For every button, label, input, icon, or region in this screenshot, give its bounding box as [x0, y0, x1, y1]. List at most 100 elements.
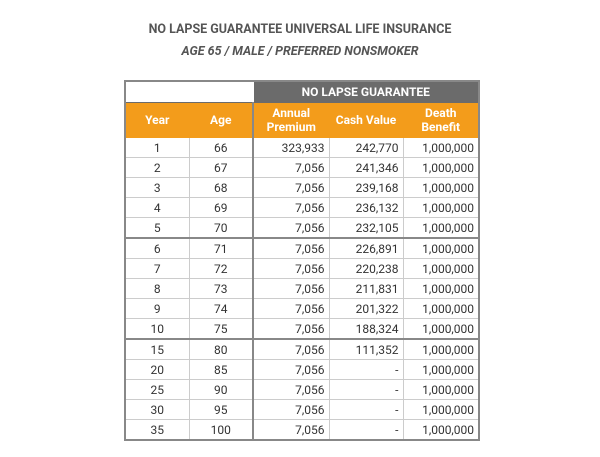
table-cell: 7,056	[252, 338, 330, 360]
table-cell: 1,000,000	[402, 197, 480, 218]
table-cell: 35	[124, 419, 190, 441]
title: NO LAPSE GUARANTEE UNIVERSAL LIFE INSURA…	[148, 22, 452, 37]
table-cell: 232,105	[328, 217, 404, 239]
table-cell: 8	[124, 278, 190, 299]
table-cell: 73	[188, 278, 254, 299]
table-cell: 4	[124, 197, 190, 218]
table-cell: 7,056	[252, 197, 330, 218]
table-cell: 1,000,000	[402, 359, 480, 380]
table-cell: 5	[124, 217, 190, 239]
column-header: Cash Value	[328, 102, 404, 138]
table-cell: 70	[188, 217, 254, 239]
table-cell: 1,000,000	[402, 379, 480, 400]
table-cell: -	[328, 359, 404, 380]
table-cell: 1,000,000	[402, 137, 480, 158]
table-cell: 226,891	[328, 237, 404, 259]
table-cell: -	[328, 379, 404, 400]
table-cell: 72	[188, 258, 254, 279]
table-cell: 7,056	[252, 318, 330, 340]
table-cell: 1,000,000	[402, 177, 480, 198]
table-cell: 66	[188, 137, 254, 158]
table-cell: 239,168	[328, 177, 404, 198]
column-header: Annual Premium	[252, 102, 330, 138]
table-row: 1 66 323,933 242,770 1,000,000	[124, 137, 480, 158]
table-cell: 7	[124, 258, 190, 279]
table-cell: 25	[124, 379, 190, 400]
table-cell: 1,000,000	[402, 278, 480, 299]
table-row: 35 100 7,056-1,000,000	[124, 419, 480, 441]
table-cell: 7,056	[252, 157, 330, 178]
table-cell: 242,770	[328, 137, 404, 158]
table-cell: 9	[124, 298, 190, 319]
table-cell: 3	[124, 177, 190, 198]
table-cell: 1,000,000	[402, 237, 480, 259]
table-cell: 7,056	[252, 258, 330, 279]
table-row: 5 70 7,056 232,105 1,000,000	[124, 217, 480, 239]
table-cell: 7,056	[252, 217, 330, 239]
table-cell: 1,000,000	[402, 338, 480, 360]
table-cell: 111,352	[328, 338, 404, 360]
table-row: 20 85 7,056-1,000,000	[124, 359, 480, 380]
table-cell: 211,831	[328, 278, 404, 299]
table-row: 30 95 7,056-1,000,000	[124, 399, 480, 420]
table-row: 2 67 7,056 241,346 1,000,000	[124, 157, 480, 178]
table-cell: 2	[124, 157, 190, 178]
table-cell: -	[328, 399, 404, 420]
table-cell: 20	[124, 359, 190, 380]
group-header: NO LAPSE GUARANTEE	[252, 80, 480, 103]
table-cell: 7,056	[252, 359, 330, 380]
group-header-row: NO LAPSE GUARANTEE	[124, 80, 480, 103]
table-row: 7 72 7,056 220,238 1,000,000	[124, 258, 480, 279]
column-header: Year	[124, 102, 190, 138]
table-cell: 74	[188, 298, 254, 319]
table-cell: 1	[124, 137, 190, 158]
table-cell: 1,000,000	[402, 258, 480, 279]
column-header: Death Benefit	[402, 102, 480, 138]
table-cell: 15	[124, 338, 190, 360]
column-header: Age	[188, 102, 254, 138]
table-row: 8 73 7,056 211,831 1,000,000	[124, 278, 480, 299]
table-cell: 1,000,000	[402, 399, 480, 420]
table-cell: 1,000,000	[402, 318, 480, 340]
table-cell: 220,238	[328, 258, 404, 279]
table-cell: 188,324	[328, 318, 404, 340]
empty-cell	[124, 80, 254, 103]
table-cell: 100	[188, 419, 254, 441]
table-row: 25 90 7,056-1,000,000	[124, 379, 480, 400]
table-cell: 10	[124, 318, 190, 340]
table-cell: 85	[188, 359, 254, 380]
table-cell: 75	[188, 318, 254, 340]
column-header-row: Year Age Annual Premium Cash Value Death Ben…	[124, 102, 480, 138]
table-cell: 1,000,000	[402, 298, 480, 319]
table-row: 6 71 7,056 226,891 1,000,000	[124, 237, 480, 259]
table-cell: -	[328, 419, 404, 441]
table-cell: 68	[188, 177, 254, 198]
table-cell: 323,933	[252, 137, 330, 158]
table-cell: 241,346	[328, 157, 404, 178]
table-cell: 7,056	[252, 379, 330, 400]
table-row: 10 75 7,056 188,324 1,000,000	[124, 318, 480, 340]
table-cell: 80	[188, 338, 254, 360]
table-cell: 7,056	[252, 298, 330, 319]
subtitle: AGE 65 / MALE / PREFERRED NONSMOKER	[181, 44, 419, 59]
table-body: 1 66 323,933 242,770 1,000,000 2 67 7,056 241,34…	[124, 137, 480, 441]
table-cell: 7,056	[252, 278, 330, 299]
table-cell: 7,056	[252, 419, 330, 441]
table-cell: 1,000,000	[402, 157, 480, 178]
table-cell: 201,322	[328, 298, 404, 319]
table-cell: 7,056	[252, 177, 330, 198]
table-cell: 6	[124, 237, 190, 259]
table-cell: 71	[188, 237, 254, 259]
table-cell: 69	[188, 197, 254, 218]
table-cell: 7,056	[252, 399, 330, 420]
table-cell: 7,056	[252, 237, 330, 259]
table-cell: 67	[188, 157, 254, 178]
illustration-table: NO LAPSE GUARANTEE Year Age Annual Premium…	[124, 80, 481, 441]
table-cell: 90	[188, 379, 254, 400]
table-cell: 236,132	[328, 197, 404, 218]
table-row: 3 68 7,056 239,168 1,000,000	[124, 177, 480, 198]
table-cell: 1,000,000	[402, 419, 480, 441]
table-row: 4 69 7,056 236,132 1,000,000	[124, 197, 480, 218]
table-cell: 1,000,000	[402, 217, 480, 239]
